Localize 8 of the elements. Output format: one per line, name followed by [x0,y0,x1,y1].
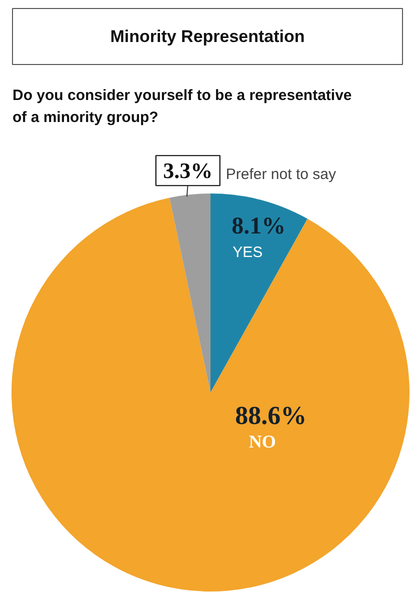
slice-label: YES [232,244,263,261]
data-label: 88.6% [235,400,307,430]
slice-label: Prefer not to say [226,166,336,184]
chart-subtitle: Do you consider yourself to be a representative of a minority group? [12,87,352,126]
data-label: 3.3% [163,158,213,184]
slice-label: NO [248,431,276,452]
data-label: 8.1% [232,213,286,240]
chart-title: Minority Representation [110,27,305,46]
